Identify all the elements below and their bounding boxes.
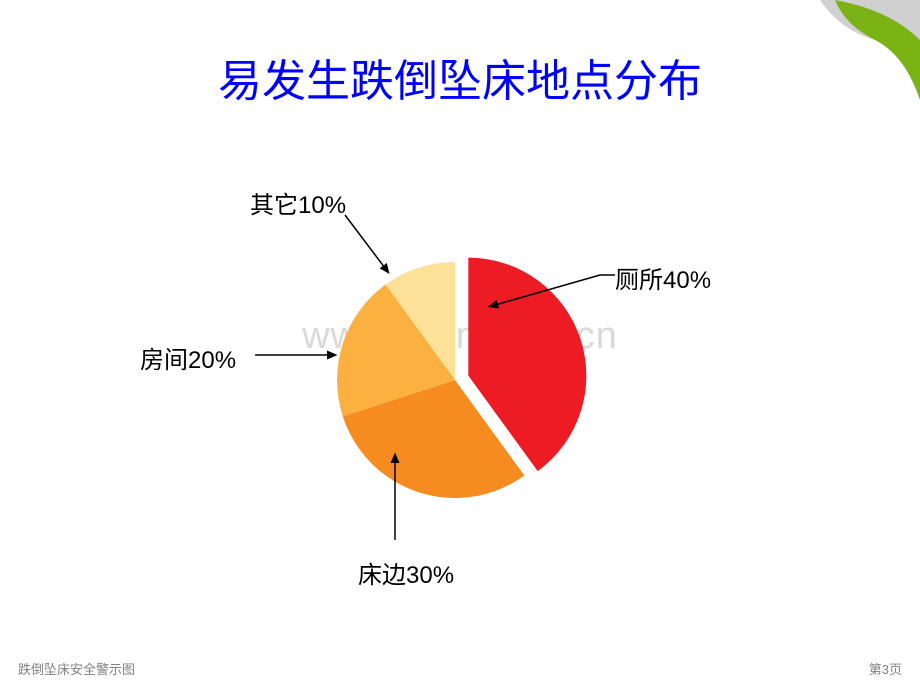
page-title: 易发生跌倒坠床地点分布 <box>0 45 920 109</box>
label-床边: 床边30% <box>358 555 454 590</box>
footer-left: 跌倒坠床安全警示图 <box>18 659 135 678</box>
pie-chart <box>245 200 675 570</box>
pie-svg <box>325 250 625 550</box>
label-厕所: 厕所40% <box>615 260 711 295</box>
label-房间: 房间20% <box>140 340 236 375</box>
label-其它: 其它10% <box>250 185 346 220</box>
footer-right: 第3页 <box>869 659 902 678</box>
